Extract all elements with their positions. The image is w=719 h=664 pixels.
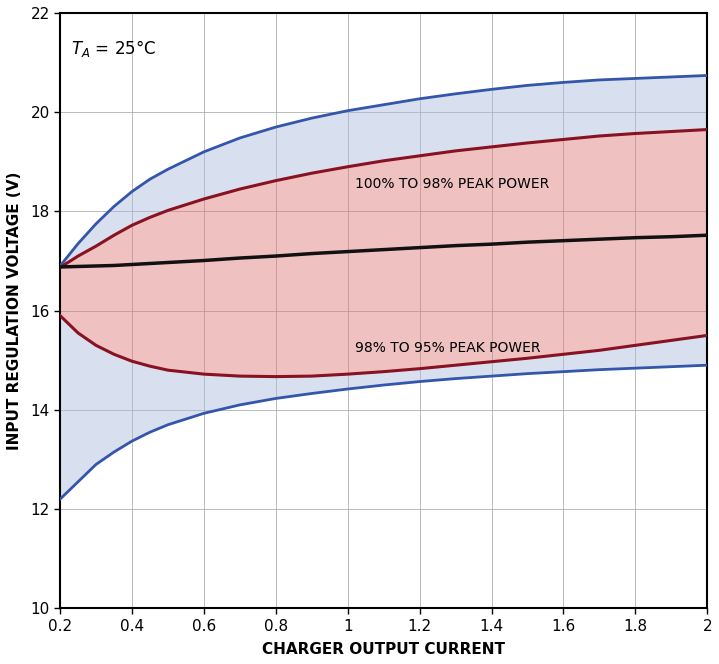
Text: $T_A$ = 25°C: $T_A$ = 25°C (71, 38, 156, 58)
Text: 98% TO 95% PEAK POWER: 98% TO 95% PEAK POWER (355, 341, 541, 355)
X-axis label: CHARGER OUTPUT CURRENT: CHARGER OUTPUT CURRENT (262, 642, 505, 657)
Y-axis label: INPUT REGULATION VOLTAGE (V): INPUT REGULATION VOLTAGE (V) (7, 171, 22, 450)
Text: 100% TO 98% PEAK POWER: 100% TO 98% PEAK POWER (355, 177, 549, 191)
